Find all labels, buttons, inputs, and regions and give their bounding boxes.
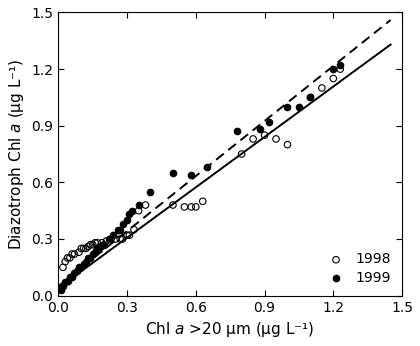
1998 [85,244,92,249]
1998 [142,202,149,208]
1999 [76,265,82,270]
1998 [60,265,66,270]
1999 [78,265,85,270]
1999 [71,270,78,276]
1998 [238,151,245,157]
1999 [257,127,263,132]
1998 [135,208,142,213]
1999 [60,283,66,289]
1999 [80,261,87,266]
1999 [66,274,73,280]
1998 [112,236,119,242]
1999 [92,249,98,255]
1999 [126,212,133,217]
1998 [76,249,82,255]
1999 [284,104,291,110]
1999 [62,280,68,285]
1998 [284,142,291,147]
1999 [135,202,142,208]
1998 [108,236,114,242]
1999 [101,242,108,247]
1999 [96,244,103,249]
1998 [124,233,131,238]
1998 [64,255,71,261]
1998 [71,251,78,257]
1998 [181,204,188,210]
1998 [89,242,96,247]
1999 [188,172,194,177]
1999 [105,236,112,242]
1998 [117,236,123,242]
1999 [57,287,64,293]
1998 [119,236,126,242]
1999 [119,221,126,227]
1998 [92,240,98,246]
1998 [192,204,199,210]
1999 [82,259,89,264]
1998 [188,204,194,210]
1999 [124,217,131,223]
1999 [89,251,96,257]
1999 [170,170,176,176]
1998 [66,255,73,261]
1999 [234,129,240,134]
1998 [82,246,89,251]
1998 [131,227,137,232]
1999 [266,119,273,125]
1999 [69,274,76,280]
1999 [307,95,314,100]
1999 [117,227,123,232]
1998 [200,199,206,204]
1998 [261,133,268,138]
Y-axis label: Diazotroph Chl $a$ (µg L⁻¹): Diazotroph Chl $a$ (µg L⁻¹) [7,58,26,250]
1999 [94,246,101,251]
1999 [330,66,337,72]
1998 [87,242,94,247]
1998 [307,95,314,100]
1998 [69,251,76,257]
1998 [250,136,257,142]
1998 [62,259,68,264]
1999 [110,233,117,238]
1998 [78,246,85,251]
1999 [99,242,105,247]
1998 [103,238,110,244]
Legend: 1998, 1999: 1998, 1999 [318,248,395,289]
X-axis label: Chl $a$ >20 µm (µg L⁻¹): Chl $a$ >20 µm (µg L⁻¹) [145,320,315,339]
1999 [147,189,153,194]
1999 [204,164,211,170]
1999 [115,227,121,232]
1999 [87,255,94,261]
1999 [296,104,302,110]
1998 [94,240,101,246]
1999 [337,63,344,68]
1998 [170,202,176,208]
1998 [330,76,337,81]
1998 [337,66,344,72]
1999 [129,208,135,213]
1998 [318,85,325,91]
1998 [273,136,279,142]
1999 [85,255,92,261]
1999 [64,278,71,283]
1998 [80,246,87,251]
1999 [74,268,80,274]
1998 [99,240,105,246]
1998 [126,233,133,238]
